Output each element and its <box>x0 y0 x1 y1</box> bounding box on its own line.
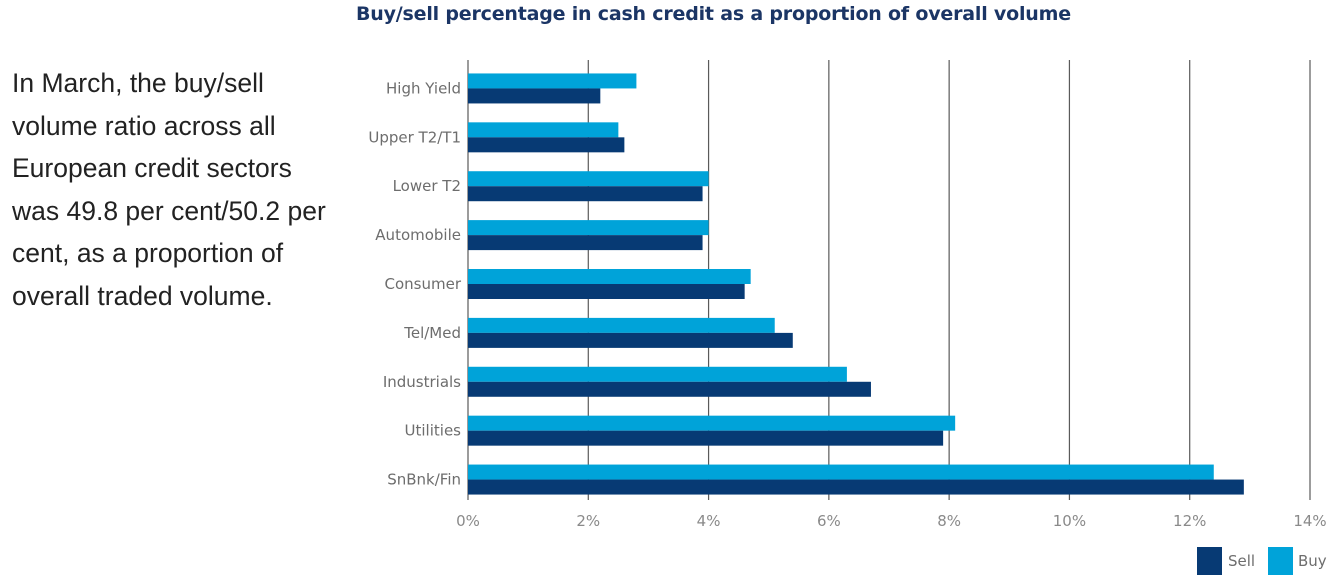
category-labels: High Yield Upper T2/T1 Lower T2 Automobile C… <box>368 79 461 488</box>
category-label: Upper T2/T1 <box>368 128 461 146</box>
bar-sell <box>468 235 703 251</box>
bar-buy <box>468 122 619 138</box>
legend: Sell Buy <box>1197 547 1327 575</box>
legend-label-sell: Sell <box>1228 552 1255 570</box>
bar-buy <box>468 171 709 187</box>
bar-buy <box>468 366 847 382</box>
chart-title: Buy/sell percentage in cash credit as a … <box>356 3 1071 25</box>
x-tick-label: 6% <box>817 512 841 530</box>
bar-sell <box>468 430 944 446</box>
bar-buy <box>468 464 1214 480</box>
bar-sell <box>468 137 625 153</box>
bar-sell <box>468 88 601 104</box>
x-tick-label: 14% <box>1293 512 1326 530</box>
x-tick-label: 2% <box>576 512 600 530</box>
bar-buy <box>468 415 956 431</box>
x-tick-label: 0% <box>456 512 480 530</box>
bars <box>468 73 1244 495</box>
category-label: SnBnk/Fin <box>387 471 461 489</box>
category-label: Consumer <box>385 275 462 293</box>
legend-swatch-sell <box>1197 547 1222 575</box>
bar-sell <box>468 284 745 299</box>
category-label: Automobile <box>375 226 461 244</box>
category-label: Utilities <box>405 422 462 440</box>
category-label: High Yield <box>386 79 461 97</box>
category-label: Lower T2 <box>393 177 461 195</box>
legend-label-buy: Buy <box>1298 552 1327 570</box>
x-tick-label: 4% <box>697 512 721 530</box>
x-tick-label: 10% <box>1053 512 1086 530</box>
bar-sell <box>468 332 793 348</box>
x-tick-label: 8% <box>937 512 961 530</box>
x-tick-label: 12% <box>1173 512 1206 530</box>
bar-buy <box>468 269 751 284</box>
bar-sell <box>468 186 703 202</box>
legend-swatch-buy <box>1268 547 1293 575</box>
bar-sell <box>468 381 871 397</box>
summary-text: In March, the buy/sell volume ratio acro… <box>12 68 326 311</box>
x-axis-ticks: 0% 2% 4% 6% 8% 10% 12% 14% <box>456 512 1327 530</box>
category-label: Tel/Med <box>403 324 461 342</box>
category-label: Industrials <box>383 373 461 391</box>
bar-sell <box>468 479 1244 495</box>
bar-buy <box>468 220 709 236</box>
bar-buy <box>468 317 775 333</box>
bar-buy <box>468 73 637 89</box>
